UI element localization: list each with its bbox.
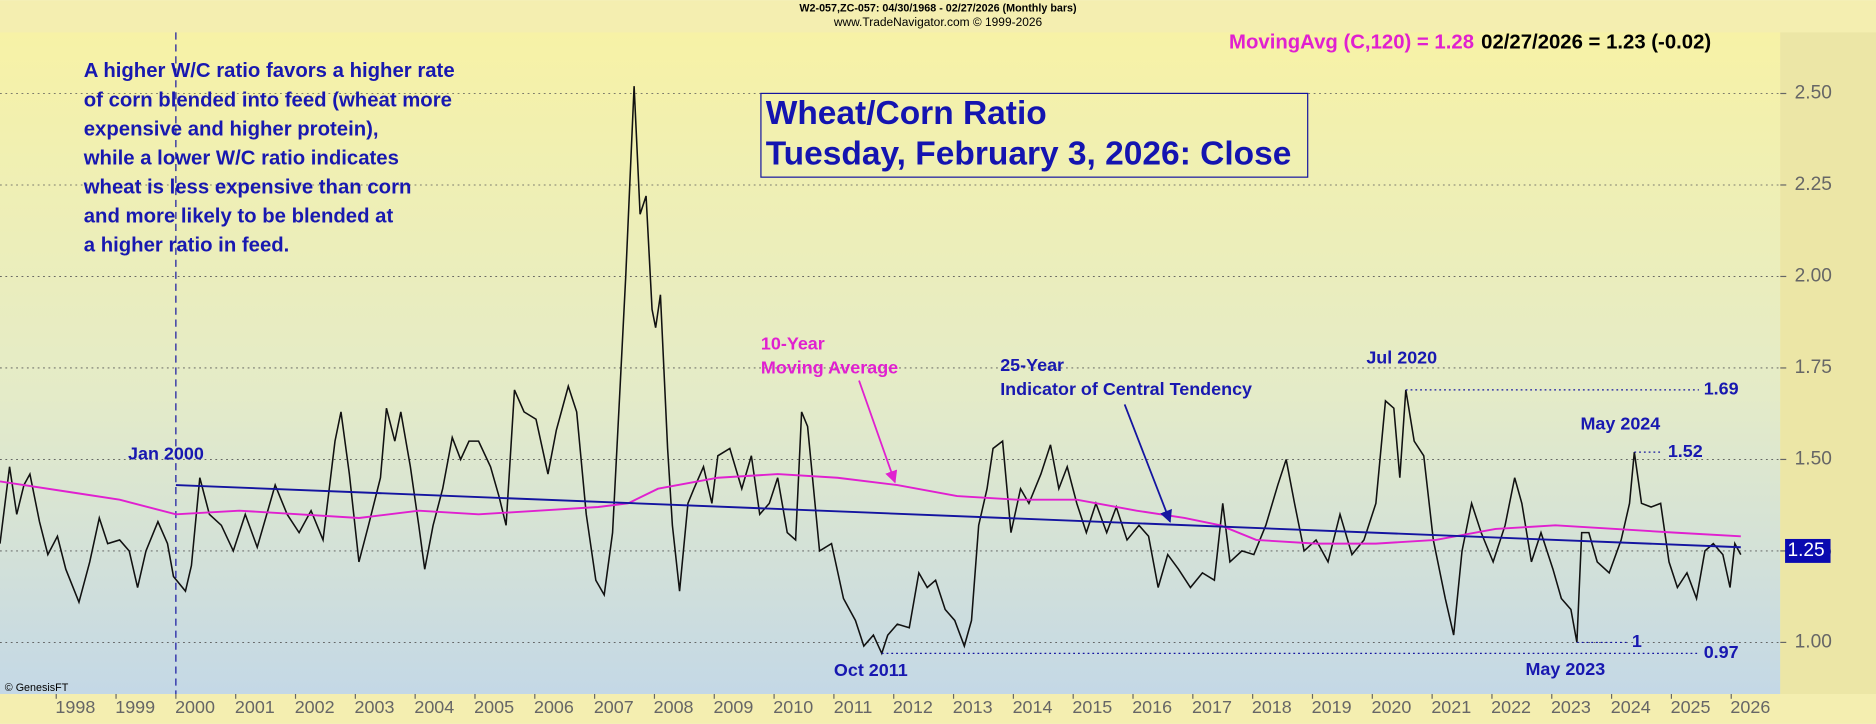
source: www.TradeNavigator.com © 1999-2026 — [833, 15, 1043, 29]
x-tick-label: 2023 — [1551, 697, 1591, 717]
x-tick-label: 2001 — [235, 697, 275, 717]
note-line: a higher ratio in feed. — [84, 235, 290, 257]
x-tick-label: 2003 — [355, 697, 395, 717]
y-tick-label: 2.25 — [1795, 174, 1832, 195]
x-tick-label: 2015 — [1072, 697, 1112, 717]
y-tick-label: 1.50 — [1795, 449, 1832, 470]
annotation: May 2023 — [1525, 659, 1605, 679]
axis-strip — [1780, 32, 1876, 695]
x-tick-label: 2009 — [713, 697, 753, 717]
series-line — [175, 484, 1741, 549]
note: A higher W/C ratio favors a higher rate o… — [83, 60, 455, 256]
x-tick-label: 2007 — [594, 697, 634, 717]
note-line: wheat is less expensive than corn — [83, 177, 412, 199]
annotation: 25-Year — [1000, 355, 1064, 375]
note-line: of corn blended into feed (wheat more — [84, 89, 452, 111]
lines — [0, 32, 1742, 695]
y-tick-label: 2.50 — [1795, 83, 1832, 104]
x-tick-label: 2013 — [953, 697, 993, 717]
note-line: while a lower W/C ratio indicates — [83, 147, 399, 169]
credit: © GenesisFT — [5, 682, 69, 694]
indicator-label: MovingAvg (C,120) = 1.28 — [1229, 32, 1474, 54]
annotation: Jul 2020 — [1366, 348, 1437, 368]
title: Tuesday, February 3, 2026: Close — [766, 135, 1292, 172]
x-tick-label: 2012 — [893, 697, 933, 717]
y-tick-label: 1.75 — [1795, 357, 1832, 378]
level-label: 1 — [1632, 631, 1642, 651]
last-label: 02/27/2026 = 1.23 (-0.02) — [1481, 32, 1711, 54]
x-tick-label: 2000 — [175, 697, 215, 717]
x-tick-label: 2011 — [834, 697, 873, 717]
x-tick-label: 2019 — [1312, 697, 1352, 717]
note-line: A higher W/C ratio favors a higher rate — [84, 60, 455, 82]
level-label: 1.69 — [1704, 379, 1739, 399]
x-tick-label: 2002 — [295, 697, 335, 717]
x-tick-label: 2010 — [773, 697, 813, 717]
note-line: expensive and higher protein), — [84, 118, 379, 140]
annotation: May 2024 — [1580, 414, 1660, 434]
x-tick-label: 2016 — [1132, 697, 1172, 717]
arrow — [1123, 404, 1172, 523]
series-line — [0, 86, 1742, 656]
annotation: 10-Year — [761, 333, 825, 353]
x-tick-label: 2020 — [1371, 697, 1411, 717]
x-tick-label: 2021 — [1431, 697, 1471, 717]
x-tick-label: 1998 — [55, 697, 95, 717]
y-tick-label: 2.00 — [1795, 266, 1832, 287]
price-marker — [1785, 538, 1831, 563]
plot-area — [0, 32, 1781, 695]
x-tick-label: 2018 — [1252, 697, 1292, 717]
y-tick-label: 1.00 — [1795, 631, 1832, 652]
level-label: 1.52 — [1668, 441, 1703, 461]
x-tick-label: 2004 — [414, 697, 454, 717]
series-line — [0, 473, 1741, 545]
x-tick-label: 1999 — [115, 697, 155, 717]
level-label: 0.97 — [1704, 642, 1739, 662]
x-tick-label: 2005 — [474, 697, 514, 717]
x-tick-label: 2024 — [1611, 697, 1651, 717]
x-tick-label: 2025 — [1671, 697, 1711, 717]
annotation: Moving Average — [761, 357, 898, 377]
x-tick-label: 2017 — [1192, 697, 1232, 717]
price-marker-label: 1.25 — [1787, 540, 1824, 561]
x-tick-label: 2006 — [534, 697, 574, 717]
annotation: Jan 2000 — [128, 443, 204, 463]
x-tick-label: 2008 — [654, 697, 694, 717]
note-line: and more likely to be blended at — [84, 206, 394, 228]
title-box — [760, 92, 1309, 178]
annotation: Indicator of Central Tendency — [1000, 379, 1252, 399]
annotation: Oct 2011 — [834, 660, 908, 680]
title: Wheat/Corn Ratio — [766, 95, 1047, 132]
x-tick-label: 2022 — [1491, 697, 1531, 717]
x-tick-label: 2026 — [1730, 697, 1770, 717]
x-tick-label: 2014 — [1013, 697, 1053, 717]
header: W2-057,ZC-057: 04/30/1968 - 02/27/2026 (… — [799, 2, 1077, 14]
arrow — [858, 380, 898, 484]
